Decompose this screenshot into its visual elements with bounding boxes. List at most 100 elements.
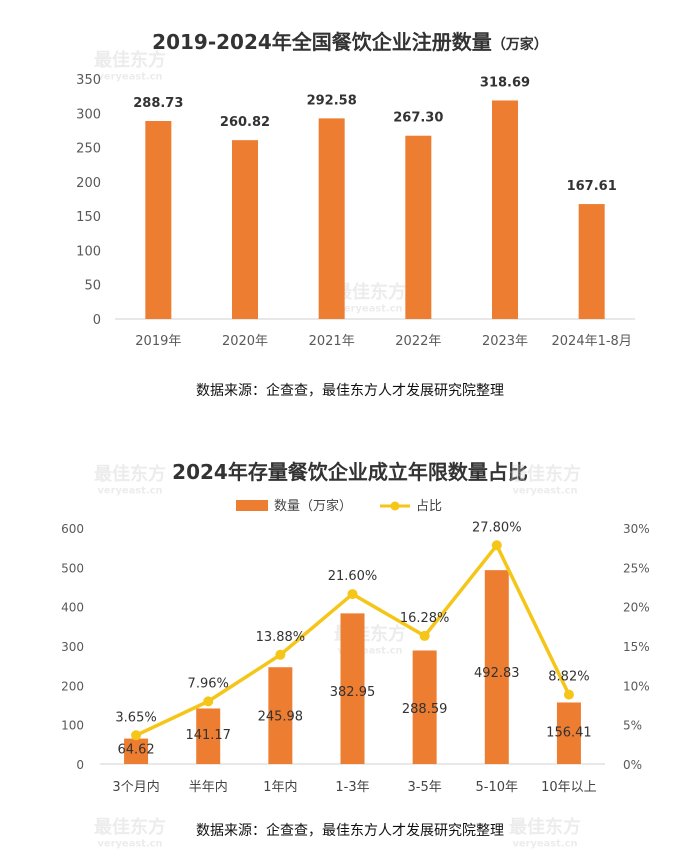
bar-5-10年 [484, 570, 509, 764]
chart2-plot: 最佳东方veryeast.cn最佳东方veryeast.cn最佳东方veryea… [61, 463, 650, 850]
share-point-1年内 [275, 649, 286, 660]
bar-value-label: 141.17 [185, 728, 231, 743]
y-tick-label: 300 [61, 640, 84, 654]
legend-line-marker [390, 501, 400, 511]
watermark-brand: 最佳东方 [334, 281, 406, 303]
x-tick-label: 3-5年 [408, 780, 442, 795]
bar-value-label: 492.83 [474, 666, 520, 681]
x-tick-label: 3个月内 [112, 779, 159, 795]
y2-tick-label: 20% [623, 601, 650, 615]
x-tick-label: 2020年 [222, 334, 268, 349]
chart2-title: 2024年存量餐饮企业成立年限数量占比 [172, 460, 528, 484]
y-tick-label: 300 [76, 107, 101, 122]
y2-tick-label: 15% [623, 640, 650, 654]
y-tick-label: 0 [93, 313, 101, 328]
watermark-site: veryeast.cn [512, 839, 577, 850]
y2-tick-label: 0% [623, 758, 642, 772]
watermark-brand: 最佳东方 [509, 463, 581, 485]
watermark-site: veryeast.cn [97, 839, 162, 850]
data-label: 260.82 [220, 115, 270, 130]
y2-tick-label: 10% [623, 679, 650, 693]
bar-value-label: 382.95 [330, 685, 376, 700]
data-label: 267.30 [393, 111, 443, 126]
data-label: 318.69 [480, 75, 530, 90]
bar-3-5年 [412, 650, 437, 764]
watermark-site: veryeast.cn [97, 72, 162, 83]
y-tick-label: 350 [76, 73, 101, 88]
share-label: 3.65% [115, 710, 156, 725]
watermark-brand: 最佳东方 [509, 816, 581, 838]
y2-tick-label: 30% [623, 522, 650, 536]
bar-2024年1-8月 [578, 204, 605, 319]
chart2-source: 数据来源：企查查，最佳东方人才发展研究院整理 [196, 823, 504, 839]
y-tick-label: 500 [61, 561, 84, 575]
legend-bar-swatch [236, 500, 268, 511]
share-point-5-10年 [491, 540, 502, 551]
x-tick-label: 2023年 [482, 334, 528, 349]
x-tick-label: 5-10年 [476, 780, 519, 795]
y-tick-label: 50 [84, 279, 101, 294]
chart1-plot: 最佳东方veryeast.cn最佳东方veryeast.cn0501001502… [76, 49, 635, 349]
share-point-10年以上 [563, 689, 574, 700]
share-label: 8.82% [548, 670, 589, 685]
bar-value-label: 288.59 [402, 702, 448, 717]
x-tick-label: 2021年 [309, 334, 355, 349]
x-tick-label: 2022年 [395, 334, 441, 349]
x-tick-label: 10年以上 [541, 780, 597, 795]
bar-10年以上 [556, 702, 581, 764]
bar-2019年 [145, 121, 172, 319]
data-label: 167.61 [567, 179, 617, 194]
y-tick-label: 250 [76, 142, 101, 157]
share-label: 13.88% [256, 630, 306, 645]
y-tick-label: 600 [61, 522, 84, 536]
bar-2021年 [318, 118, 345, 319]
share-label: 7.96% [188, 676, 229, 691]
watermark-site: veryeast.cn [337, 646, 402, 657]
share-point-3-5年 [419, 630, 430, 641]
x-tick-label: 1-3年 [335, 780, 369, 795]
bar-2023年 [492, 100, 518, 319]
share-point-3个月内 [131, 730, 142, 741]
bar-value-label: 64.62 [117, 742, 154, 757]
x-tick-label: 半年内 [189, 779, 228, 795]
bar-value-label: 156.41 [546, 725, 592, 740]
y-tick-label: 400 [61, 601, 84, 615]
watermark-site: veryeast.cn [512, 486, 577, 497]
share-label: 27.80% [472, 520, 522, 535]
y-tick-label: 200 [61, 679, 84, 693]
y-tick-label: 200 [76, 176, 101, 191]
x-tick-label: 2024年1-8月 [552, 334, 632, 349]
company-age-chart: 2024年存量餐饮企业成立年限数量占比 最佳东方 veryeast.cn 最佳东方 v… [0, 440, 700, 867]
bar-2022年 [405, 135, 432, 319]
legend-bar-label: 数量（万家） [274, 498, 352, 514]
chart1-source: 数据来源：企查查，最佳东方人才发展研究院整理 [196, 383, 504, 399]
legend-line-label: 占比 [416, 499, 442, 514]
data-label: 288.73 [133, 96, 183, 111]
share-label: 21.60% [328, 569, 378, 584]
y2-tick-label: 25% [623, 561, 650, 575]
share-label: 16.28% [400, 611, 450, 626]
registrations-chart: 2019-2024年全国餐饮企业注册数量（万家） 最佳东方 veryeast.cn… [0, 0, 700, 420]
y-tick-label: 100 [76, 244, 101, 259]
y-tick-label: 150 [76, 210, 101, 225]
bar-2020年 [232, 140, 258, 319]
bar-1-3年 [340, 613, 365, 764]
y2-tick-label: 5% [623, 719, 642, 733]
share-point-半年内 [203, 696, 214, 707]
watermark-site: veryeast.cn [337, 304, 402, 315]
watermark-site: veryeast.cn [97, 486, 162, 497]
watermark-brand: 最佳东方 [94, 463, 166, 485]
bar-3个月内 [124, 738, 149, 764]
x-tick-label: 1年内 [263, 779, 297, 795]
chart1-title: 2019-2024年全国餐饮企业注册数量（万家） [152, 30, 548, 54]
bar-value-label: 245.98 [258, 709, 304, 724]
bar-1年内 [268, 667, 293, 764]
bar-半年内 [196, 708, 221, 764]
data-label: 292.58 [307, 93, 357, 108]
watermark-brand: 最佳东方 [94, 816, 166, 838]
y-tick-label: 0 [76, 758, 84, 772]
y-tick-label: 100 [61, 719, 84, 733]
x-tick-label: 2019年 [135, 334, 181, 349]
share-point-1-3年 [347, 589, 358, 600]
watermark-brand: 最佳东方 [94, 49, 166, 71]
